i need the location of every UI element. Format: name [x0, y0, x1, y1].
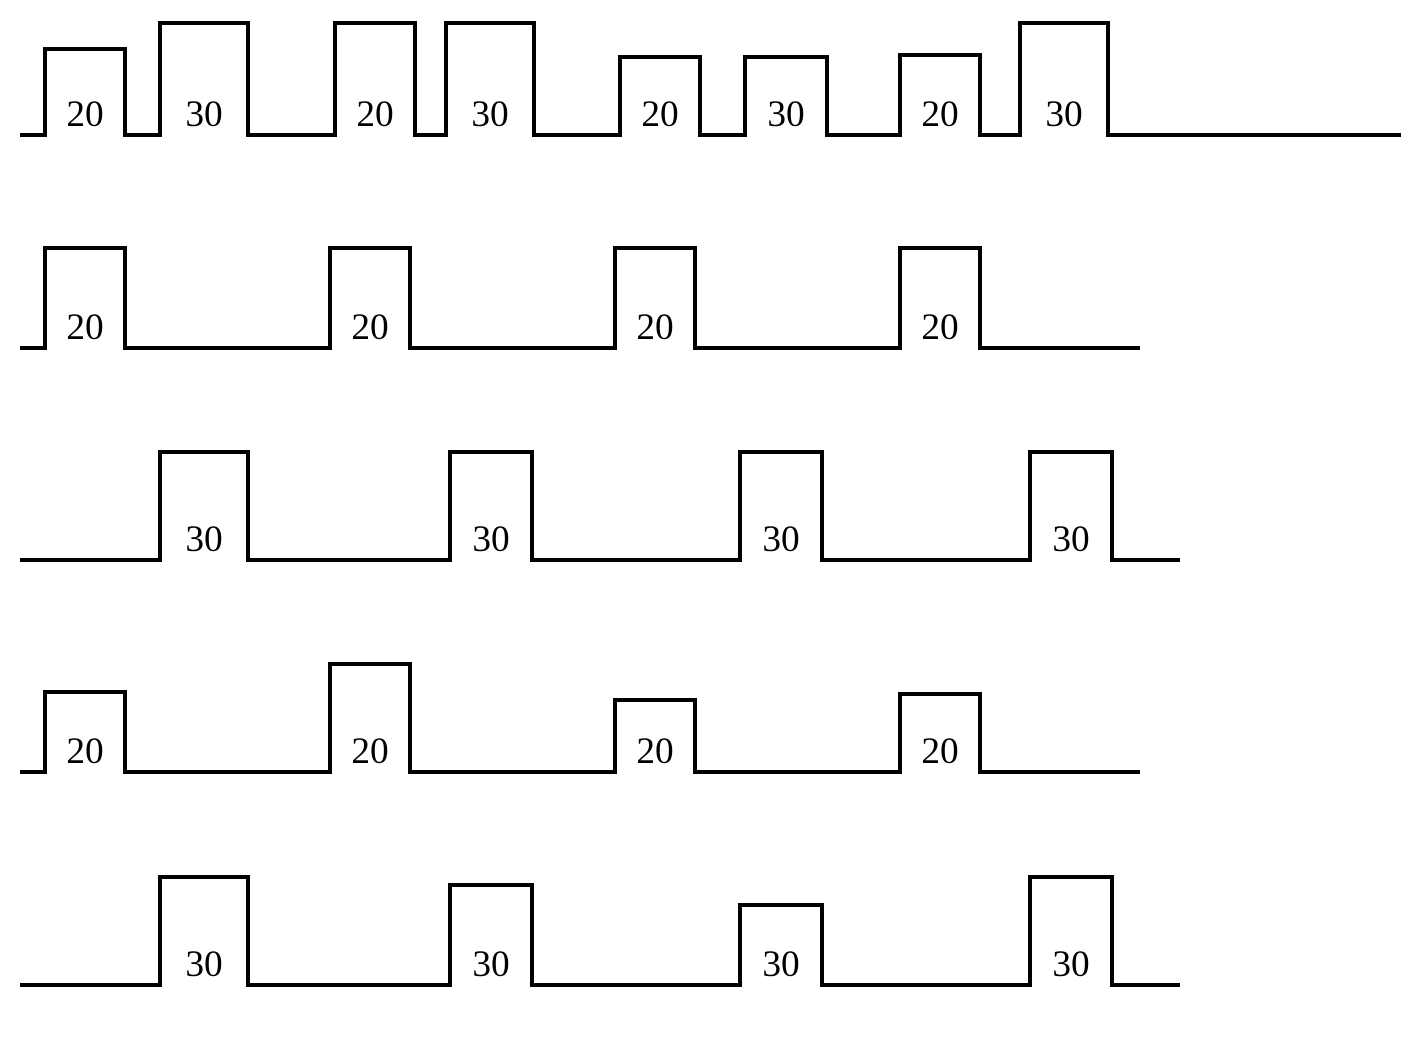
pulse-label: 30: [472, 518, 509, 561]
pulse-label: 30: [762, 518, 799, 561]
pulse-label: 20: [641, 93, 678, 136]
pulse-label: 20: [66, 306, 103, 349]
pulse-label: 20: [66, 730, 103, 773]
pulse-label: 30: [767, 93, 804, 136]
pulse-label: 30: [762, 943, 799, 986]
timing-diagram: 20 30 20 30 20 30 20 30 20 20 20 20 30 30 30 30 20 20 20 20…: [20, 20, 1401, 1036]
pulse-label: 30: [472, 943, 509, 986]
pulse-row-3: [20, 20, 1401, 1036]
pulse-label: 30: [471, 93, 508, 136]
pulse-label: 30: [1052, 943, 1089, 986]
pulse-label: 20: [351, 730, 388, 773]
pulse-label: 20: [351, 306, 388, 349]
pulse-row-0: [20, 20, 1401, 1036]
pulse-waveform: [20, 664, 1140, 772]
pulse-row-1: [20, 20, 1401, 1036]
pulse-label: 30: [185, 518, 222, 561]
pulse-label: 20: [921, 730, 958, 773]
pulse-label: 20: [356, 93, 393, 136]
pulse-label: 20: [921, 306, 958, 349]
pulse-label: 20: [66, 93, 103, 136]
pulse-label: 30: [185, 943, 222, 986]
pulse-label: 30: [1045, 93, 1082, 136]
pulse-label: 20: [636, 730, 673, 773]
pulse-waveform: [20, 23, 1401, 135]
pulse-row-4: [20, 20, 1401, 1036]
pulse-label: 20: [636, 306, 673, 349]
pulse-waveform: [20, 248, 1140, 348]
pulse-row-2: [20, 20, 1401, 1036]
pulse-label: 30: [1052, 518, 1089, 561]
pulse-label: 20: [921, 93, 958, 136]
pulse-label: 30: [185, 93, 222, 136]
